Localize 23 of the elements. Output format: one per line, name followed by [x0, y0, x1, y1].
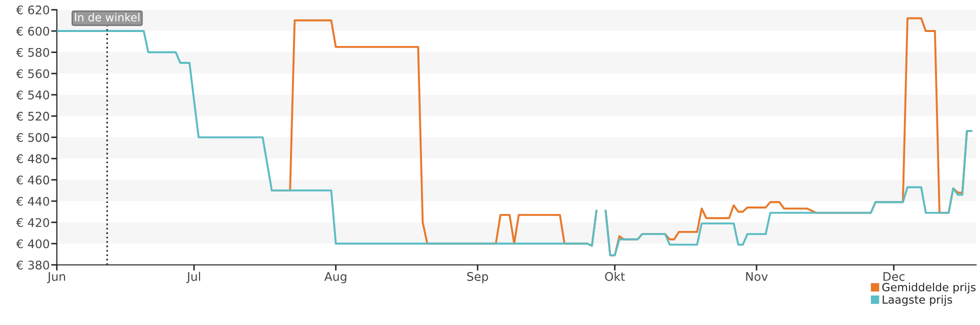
y-tick-label: € 480 — [16, 154, 50, 164]
y-tick-label: € 400 — [16, 239, 50, 248]
y-tick-label: € 540 — [16, 90, 50, 100]
ref-line-label: In de winkel — [75, 12, 140, 22]
legend-label: Laagste prijs — [882, 295, 952, 306]
y-tick-label: € 560 — [16, 69, 50, 78]
y-tick-label: € 380 — [16, 260, 50, 270]
y-tick-label: € 520 — [16, 112, 50, 121]
y-tick-label: € 600 — [16, 26, 50, 36]
x-tick-label: Aug — [324, 272, 346, 284]
y-tick-label: € 500 — [16, 133, 50, 142]
x-tick-label: Dec — [883, 272, 904, 281]
x-tick-label: Okt — [605, 272, 625, 281]
x-tick-label: Jun — [47, 272, 66, 284]
x-tick-label: Nov — [746, 272, 768, 281]
legend-label: Gemiddelde prijs — [882, 282, 976, 294]
y-tick-label: € 580 — [16, 48, 50, 57]
y-tick-label: € 440 — [16, 196, 50, 206]
y-tick-label: € 460 — [16, 176, 50, 184]
y-tick-label: € 420 — [16, 218, 50, 228]
x-tick-label: Jul — [186, 272, 200, 284]
x-tick-label: Sep — [467, 272, 488, 284]
y-tick-label: € 620 — [16, 5, 50, 14]
